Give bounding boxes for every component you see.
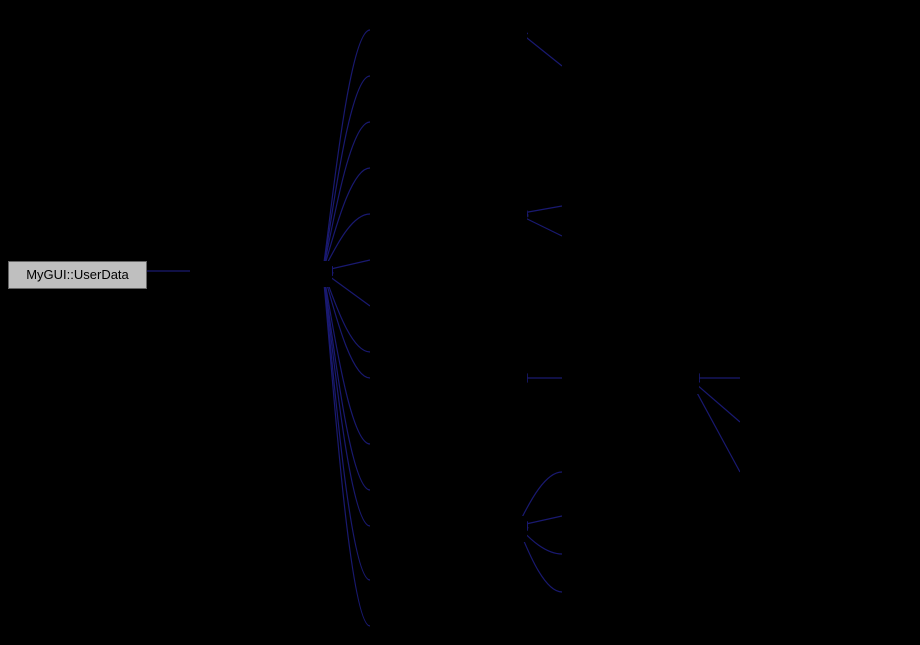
node-c7_a	[370, 342, 527, 368]
node-c3_a	[370, 158, 527, 184]
node-c4_b	[562, 196, 699, 222]
edge-c2_a-n_widget	[322, 122, 370, 271]
edge-c13_a-n_widget	[322, 271, 370, 626]
node-c12_a	[370, 570, 527, 596]
node-c0_a	[370, 20, 527, 46]
node-c13_a	[370, 616, 527, 642]
edge-c0_a-n_widget	[322, 30, 370, 271]
node-c9_a	[370, 434, 527, 460]
node-c1_a	[370, 66, 527, 92]
edge-c10_a-n_widget	[322, 271, 370, 490]
node-c8_a	[370, 368, 527, 394]
node-c8_e	[740, 462, 892, 488]
node-c8_d	[740, 412, 892, 438]
node-c8_b	[562, 368, 699, 394]
edge-c8_a-n_widget	[322, 271, 370, 378]
node-c2_a	[370, 112, 527, 138]
node-c11_c	[562, 506, 699, 532]
edge-c12_a-n_widget	[322, 271, 370, 580]
node-c11_b	[562, 462, 699, 488]
node-c5_a	[370, 250, 527, 276]
node-c4_a	[370, 204, 527, 230]
node-c0_b	[562, 56, 699, 82]
node-n_widget	[190, 261, 332, 287]
inheritance-graph-svg	[0, 0, 920, 645]
edge-c9_a-n_widget	[322, 271, 370, 444]
node-c8_c	[740, 368, 892, 394]
edge-c11_a-n_widget	[322, 271, 370, 526]
node-c11_a	[370, 516, 527, 542]
node-c10_a	[370, 480, 527, 506]
node-c4_c	[562, 226, 699, 252]
node-c11_d	[562, 544, 699, 570]
node-c6_a	[370, 296, 527, 322]
edge-c3_a-n_widget	[322, 168, 370, 271]
node-root[interactable]: MyGUI::UserData	[8, 261, 147, 289]
node-c11_e	[562, 582, 699, 608]
edge-c1_a-n_widget	[322, 76, 370, 271]
